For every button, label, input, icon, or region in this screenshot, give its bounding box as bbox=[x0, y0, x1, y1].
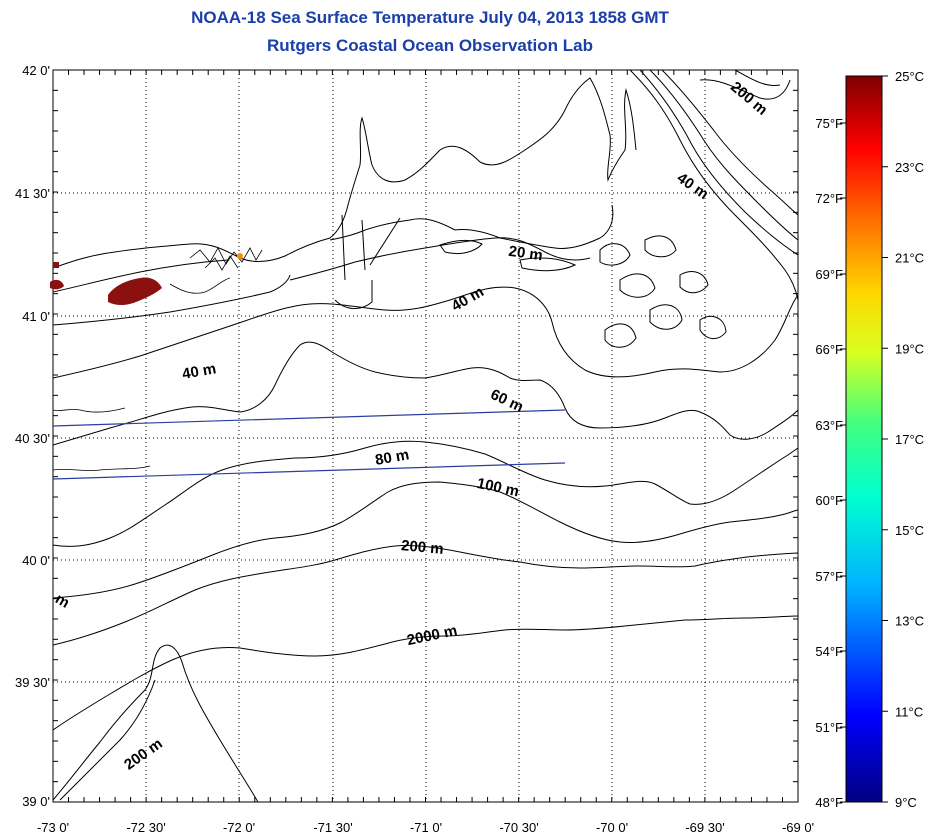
colorbar-celsius-label: 11°C bbox=[895, 704, 923, 719]
contour-100m bbox=[53, 481, 798, 599]
lon-label: -72 30' bbox=[126, 820, 165, 835]
contour-label: 40 m bbox=[181, 360, 218, 383]
contour-40m-north bbox=[53, 286, 798, 379]
long-island-north-shore bbox=[53, 259, 229, 293]
colorbar-celsius-label: 15°C bbox=[895, 523, 924, 538]
colorbar bbox=[845, 75, 883, 803]
contour-200m-east bbox=[661, 70, 798, 216]
lon-label: -71 0' bbox=[410, 820, 442, 835]
colorbar-fahrenheit-label: 75°F bbox=[815, 116, 843, 131]
contour-40m-east bbox=[629, 70, 798, 301]
colorbar-fahrenheit-label: 72°F bbox=[815, 191, 843, 206]
contour-200m bbox=[53, 544, 798, 646]
georges-shoals bbox=[599, 235, 727, 348]
colorbar-fahrenheit-label: 54°F bbox=[815, 644, 843, 659]
colorbar-celsius-label: 25°C bbox=[895, 69, 924, 84]
warm-pixel bbox=[237, 253, 243, 259]
map-frame bbox=[52, 69, 799, 803]
lon-label: -72 0' bbox=[223, 820, 255, 835]
contour-80m bbox=[53, 440, 798, 547]
lon-label: -70 30' bbox=[499, 820, 538, 835]
graticule bbox=[53, 70, 798, 802]
colorbar-celsius-label: 23°C bbox=[895, 160, 924, 175]
colorbar-fahrenheit-label: 63°F bbox=[815, 418, 843, 433]
satellite-tracks bbox=[52, 409, 566, 480]
colorbar-celsius-label: 21°C bbox=[895, 251, 924, 266]
warm-sst-patches bbox=[50, 262, 162, 305]
colorbar-celsius-label: 9°C bbox=[895, 795, 917, 810]
colorbar-fahrenheit-labels: 75°F 72°F 69°F 66°F 63°F 60°F 57°F 54°F 51°F 48°F bbox=[815, 116, 846, 810]
lon-label: -70 0' bbox=[596, 820, 628, 835]
latitude-labels: 42 0' 41 30' 41 0' 40 30' 40 0' 39 30' 39 0' bbox=[15, 63, 50, 809]
colorbar-fahrenheit-label: 66°F bbox=[815, 342, 843, 357]
rhode-island-shore bbox=[329, 218, 456, 241]
lat-label: 40 0' bbox=[22, 553, 50, 568]
contour-2000m bbox=[53, 615, 798, 731]
buzzards-bay bbox=[334, 214, 401, 309]
longitude-labels: -73 0' -72 30' -72 0' -71 30' -71 0' -70 30' -… bbox=[37, 820, 814, 835]
contour-canyon bbox=[59, 679, 156, 801]
colorbar-celsius-label: 17°C bbox=[895, 432, 924, 447]
colorbar-fahrenheit-label: 69°F bbox=[815, 267, 843, 282]
nantucket-shoals bbox=[439, 239, 577, 272]
lon-label: -71 30' bbox=[313, 820, 352, 835]
colorbar-fahrenheit-label: 57°F bbox=[815, 569, 843, 584]
contour-100m-east bbox=[649, 70, 798, 241]
colorbar-fahrenheit-label: 48°F bbox=[815, 795, 843, 810]
contour-label: 20 m bbox=[508, 243, 544, 265]
map-title: NOAA-18 Sea Surface Temperature July 04,… bbox=[191, 8, 669, 27]
contour-label: 200 m bbox=[400, 537, 444, 558]
lat-label: 42 0' bbox=[22, 63, 50, 78]
colorbar-celsius-labels: 25°C 23°C 21°C 19°C 17°C 15°C 13°C 11°C 9°C bbox=[882, 69, 924, 810]
lat-label: 41 0' bbox=[22, 309, 50, 324]
lon-label: -69 30' bbox=[685, 820, 724, 835]
contour-200m-southwest bbox=[53, 644, 259, 802]
colorbar-fahrenheit-label: 60°F bbox=[815, 493, 843, 508]
contour-20m bbox=[289, 237, 591, 281]
lon-label: -73 0' bbox=[37, 820, 69, 835]
cape-cod-shore bbox=[454, 204, 614, 249]
contour-60m-east bbox=[639, 70, 798, 256]
lat-label: 39 0' bbox=[22, 794, 50, 809]
lat-label: 39 30' bbox=[15, 675, 50, 690]
contour-60m bbox=[53, 341, 798, 446]
nj-coast-detail bbox=[53, 407, 151, 471]
coastal-detail bbox=[169, 247, 263, 294]
colorbar-fahrenheit-label: 51°F bbox=[815, 720, 843, 735]
colorbar-celsius-label: 19°C bbox=[895, 341, 924, 356]
map-subtitle: Rutgers Coastal Ocean Observation Lab bbox=[267, 36, 593, 55]
long-island-south-shore bbox=[53, 274, 291, 326]
colorbar-celsius-label: 13°C bbox=[895, 614, 924, 629]
contour-label: 80 m bbox=[374, 446, 411, 469]
frame-ticks bbox=[52, 69, 799, 803]
contour-gulf-maine bbox=[699, 70, 791, 100]
lon-label: -69 0' bbox=[782, 820, 814, 835]
lat-label: 41 30' bbox=[15, 186, 50, 201]
lat-label: 40 30' bbox=[15, 431, 50, 446]
